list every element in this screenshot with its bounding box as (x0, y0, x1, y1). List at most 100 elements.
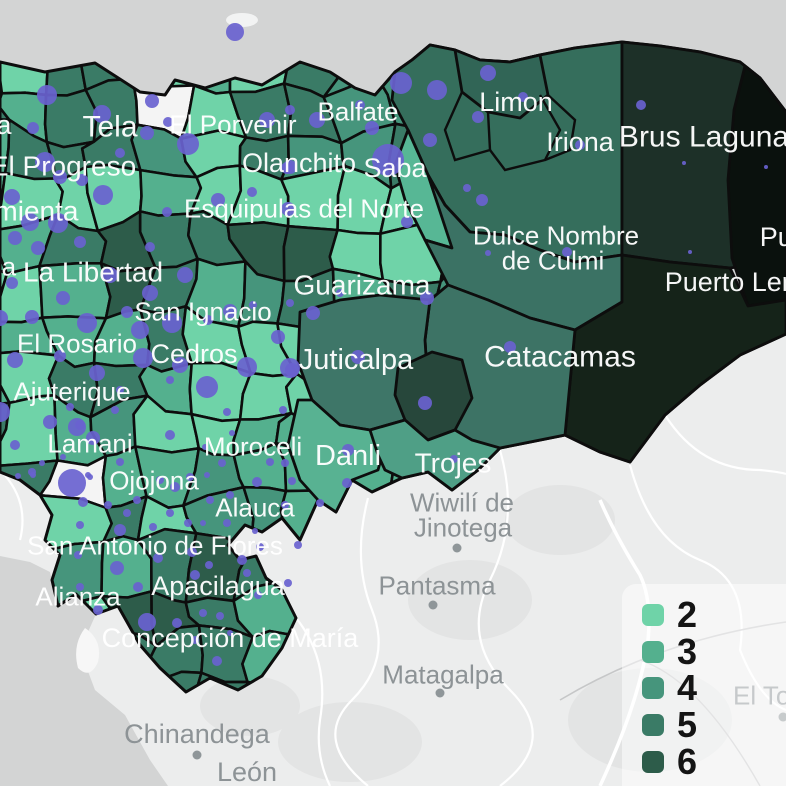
data-bubble[interactable] (223, 304, 237, 318)
data-bubble[interactable] (77, 313, 97, 333)
data-bubble[interactable] (216, 612, 224, 620)
data-bubble[interactable] (166, 376, 174, 384)
data-bubble[interactable] (162, 207, 172, 217)
municipality-region-east-darkest[interactable] (726, 64, 786, 308)
data-bubble[interactable] (31, 241, 45, 255)
data-bubble[interactable] (43, 415, 57, 429)
data-bubble[interactable] (4, 189, 20, 205)
data-bubble[interactable] (76, 583, 84, 591)
data-bubble[interactable] (355, 100, 365, 110)
municipality-cell[interactable] (0, 394, 59, 468)
data-bubble[interactable] (140, 126, 154, 140)
data-bubble[interactable] (259, 112, 275, 128)
data-bubble[interactable] (288, 477, 296, 485)
data-bubble[interactable] (21, 213, 39, 231)
data-bubble[interactable] (187, 547, 197, 557)
data-bubble[interactable] (226, 23, 244, 41)
data-bubble[interactable] (170, 482, 180, 492)
data-bubble[interactable] (284, 579, 292, 587)
data-bubble[interactable] (518, 92, 528, 102)
data-bubble[interactable] (237, 357, 257, 377)
data-bubble[interactable] (247, 187, 257, 197)
data-bubble[interactable] (6, 277, 18, 289)
data-bubble[interactable] (145, 242, 155, 252)
data-bubble[interactable] (575, 140, 585, 150)
data-bubble[interactable] (254, 591, 262, 599)
data-bubble[interactable] (74, 236, 86, 248)
data-bubble[interactable] (116, 458, 124, 466)
data-bubble[interactable] (15, 473, 21, 479)
data-bubble[interactable] (121, 306, 133, 318)
data-bubble[interactable] (281, 162, 293, 174)
data-bubble[interactable] (226, 491, 234, 499)
data-bubble[interactable] (115, 148, 125, 158)
data-bubble[interactable] (35, 152, 55, 172)
data-bubble[interactable] (229, 430, 235, 436)
data-bubble[interactable] (39, 460, 45, 466)
data-bubble[interactable] (450, 455, 458, 463)
data-bubble[interactable] (133, 496, 141, 504)
data-bubble[interactable] (223, 519, 231, 527)
data-bubble[interactable] (165, 430, 175, 440)
data-bubble[interactable] (93, 105, 111, 123)
data-bubble[interactable] (309, 112, 325, 128)
data-bubble[interactable] (163, 117, 173, 127)
data-bubble[interactable] (199, 609, 207, 617)
data-bubble[interactable] (54, 350, 66, 362)
data-bubble[interactable] (688, 250, 692, 254)
data-bubble[interactable] (0, 402, 10, 422)
data-bubble[interactable] (48, 213, 68, 233)
data-bubble[interactable] (142, 285, 158, 301)
data-bubble[interactable] (116, 386, 124, 394)
data-bubble[interactable] (252, 477, 262, 487)
data-bubble[interactable] (212, 656, 222, 666)
data-bubble[interactable] (114, 524, 126, 536)
data-bubble[interactable] (764, 165, 768, 169)
data-bubble[interactable] (110, 561, 124, 575)
data-bubble[interactable] (480, 65, 496, 81)
data-bubble[interactable] (177, 133, 199, 155)
municipality-cell[interactable] (38, 262, 112, 320)
data-bubble[interactable] (60, 454, 66, 460)
data-bubble[interactable] (111, 406, 119, 414)
data-bubble[interactable] (190, 570, 200, 580)
data-bubble[interactable] (427, 80, 447, 100)
data-bubble[interactable] (252, 528, 258, 534)
data-bubble[interactable] (342, 478, 352, 488)
data-bubble[interactable] (131, 321, 149, 339)
municipality-region-danli[interactable] (286, 398, 387, 514)
data-bubble[interactable] (203, 315, 213, 325)
data-bubble[interactable] (196, 376, 218, 398)
data-bubble[interactable] (636, 100, 646, 110)
data-bubble[interactable] (74, 551, 82, 559)
data-bubble[interactable] (306, 306, 320, 320)
data-bubble[interactable] (0, 310, 8, 326)
data-bubble[interactable] (476, 194, 488, 206)
data-bubble[interactable] (102, 267, 118, 283)
data-bubble[interactable] (89, 365, 105, 381)
data-bubble[interactable] (294, 541, 302, 549)
data-bubble[interactable] (243, 569, 251, 577)
data-bubble[interactable] (123, 509, 131, 517)
data-bubble[interactable] (206, 496, 214, 504)
data-bubble[interactable] (504, 341, 516, 353)
data-bubble[interactable] (10, 440, 20, 450)
data-bubble[interactable] (281, 501, 289, 509)
data-bubble[interactable] (227, 630, 233, 636)
data-bubble[interactable] (78, 497, 88, 507)
data-bubble[interactable] (420, 291, 434, 305)
data-bubble[interactable] (285, 105, 295, 115)
data-bubble[interactable] (266, 458, 274, 466)
data-bubble[interactable] (172, 618, 182, 628)
data-bubble[interactable] (133, 348, 153, 368)
data-bubble[interactable] (149, 523, 157, 531)
data-bubble[interactable] (68, 418, 86, 436)
data-bubble[interactable] (177, 267, 193, 283)
data-bubble[interactable] (76, 521, 84, 529)
data-bubble[interactable] (166, 509, 174, 517)
data-bubble[interactable] (281, 202, 295, 216)
data-bubble[interactable] (138, 613, 156, 631)
data-bubble[interactable] (351, 350, 365, 364)
municipality-region-trojes[interactable] (368, 418, 502, 492)
data-bubble[interactable] (279, 406, 287, 414)
